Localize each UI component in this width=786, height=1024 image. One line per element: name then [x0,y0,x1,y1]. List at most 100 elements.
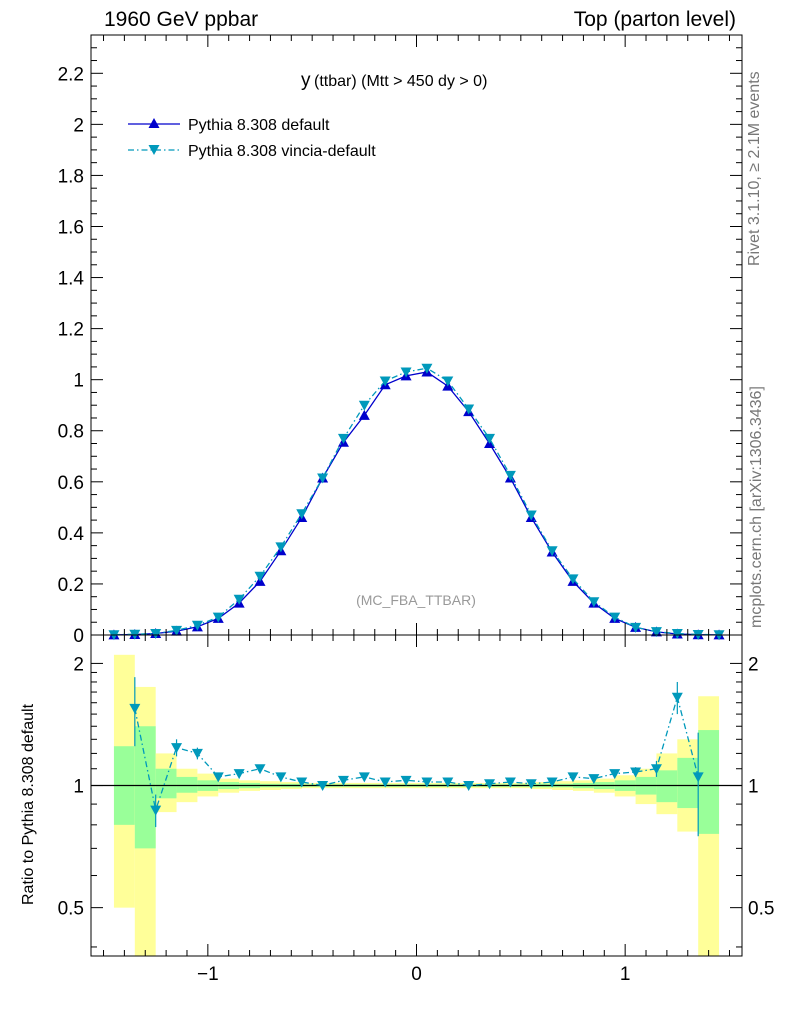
ratio-marker-vincia [484,779,496,790]
legend-label-default: Pythia 8.308 default [188,117,330,134]
ratio-marker-vincia [275,772,287,783]
ratio-marker-vincia [150,805,162,816]
ratio-marker-vincia [400,775,412,786]
marker-vincia [609,612,621,623]
ratio-marker-vincia [567,772,579,783]
ratio-marker-vincia [317,781,329,792]
ratio-marker-vincia [171,743,183,754]
legend-label-vincia: Pythia 8.308 vincia-default [188,143,376,160]
ratio-y-tick-label-right: 1 [748,777,759,798]
main-y-tick-label: 0.8 [58,422,84,443]
ratio-marker-vincia [504,777,516,788]
ratio-marker-vincia [609,769,621,780]
ratio-marker-vincia [379,777,391,788]
main-y-tick-label: 1 [73,371,84,392]
marker-default [358,409,370,420]
ratio-x-tick-label: −1 [197,964,219,985]
marker-vincia [150,628,162,639]
marker-vincia [275,542,287,553]
ratio-marker-vincia [337,775,349,786]
marker-vincia [504,470,516,481]
main-y-tick-label: 1.8 [58,166,84,187]
header-left-label: 1960 GeV ppbar [104,8,259,31]
ratio-panel-data [91,677,742,837]
ratio-y-tick-label: 2 [73,654,84,675]
ratio-y-tick-label-right: 2 [748,654,759,675]
main-y-tick-label: 0.2 [58,575,84,596]
main-y-tick-label: 1.2 [58,320,84,341]
marker-vincia [337,433,349,444]
marker-vincia [650,627,662,638]
marker-vincia [484,433,496,444]
ratio-marker-vincia [296,777,308,788]
main-y-tick-label: 0.4 [58,524,85,545]
marker-vincia [254,571,266,582]
marker-vincia [525,510,537,521]
ratio-band-green [134,726,156,849]
ratio-y-axis-label: Ratio to Pythia 8.308 default [20,703,37,905]
marker-vincia [171,625,183,636]
marker-vincia [442,376,454,387]
ratio-marker-vincia [442,777,454,788]
ratio-marker-vincia [671,692,683,703]
legend-marker-default [148,118,160,128]
ratio-marker-vincia [463,781,475,792]
ratio-band-green [656,770,678,803]
ratio-marker-vincia [358,772,370,783]
marker-vincia [630,622,642,633]
ratio-band-green [176,776,198,793]
ratio-marker-vincia [254,764,266,775]
ratio-marker-vincia [692,772,704,783]
ratio-line-vincia [134,694,699,813]
ratio-x-tick-label: 0 [411,964,422,985]
marker-vincia [317,473,329,484]
ratio-marker-vincia [630,767,642,778]
ratio-band-green [698,730,720,834]
header-right-label: Top (parton level) [573,8,736,31]
marker-vincia [463,404,475,415]
analysis-label: (MC_FBA_TTBAR) [356,592,476,608]
main-y-tick-label: 2 [73,115,84,136]
marker-vincia [191,620,203,631]
main-y-tick-label: 1.6 [58,217,84,238]
legend: Pythia 8.308 default Pythia 8.308 vincia… [128,117,376,160]
ratio-y-tick-label: 1 [73,777,84,798]
marker-vincia [233,594,245,605]
ratio-marker-vincia [525,779,537,790]
marker-vincia [296,509,308,520]
marker-vincia [671,628,683,639]
marker-vincia [212,612,224,623]
ratio-marker-vincia [212,772,224,783]
rivet-version-label: Rivet 3.1.10, ≥ 2.1M events [746,71,763,266]
mcplots-reference-label: mcplots.cern.ch [arXiv:1306.3436] [748,386,765,628]
marker-vincia [358,400,370,411]
chart-title-y: y [301,70,311,91]
axes-ticks: 0 0.2 0.4 0.6 0.8 1 1.2 1.4 1.6 1.8 2 2.2 −1 0 1 0.5 0.5… [58,34,774,985]
main-y-tick-label: 2.2 [58,64,84,85]
ratio-marker-vincia [650,764,662,775]
ratio-uncertainty-bands [113,654,720,956]
ratio-marker-vincia [546,777,558,788]
ratio-marker-vincia [588,774,600,785]
ratio-y-tick-label: 0.5 [58,899,84,920]
legend-marker-vincia [148,145,160,155]
ratio-marker-vincia [129,703,141,714]
main-y-tick-label: 0 [73,626,84,647]
main-y-tick-label: 1.4 [58,269,85,290]
marker-vincia [567,574,579,585]
marker-vincia [421,363,433,374]
marker-vincia [379,376,391,387]
ratio-x-tick-label: 1 [620,964,631,985]
chart-title-rest: (ttbar) (Mtt > 450 dy > 0) [314,73,487,90]
ratio-marker-vincia [421,777,433,788]
series-line-vincia [113,367,720,636]
ratio-band-green [155,768,177,799]
ratio-y-tick-label-right: 0.5 [748,899,774,920]
marker-vincia [400,367,412,378]
ratio-marker-vincia [233,769,245,780]
ratio-band-green [677,757,699,809]
marker-vincia [546,546,558,557]
main-y-tick-label: 0.6 [58,473,84,494]
ratio-marker-vincia [191,748,203,759]
